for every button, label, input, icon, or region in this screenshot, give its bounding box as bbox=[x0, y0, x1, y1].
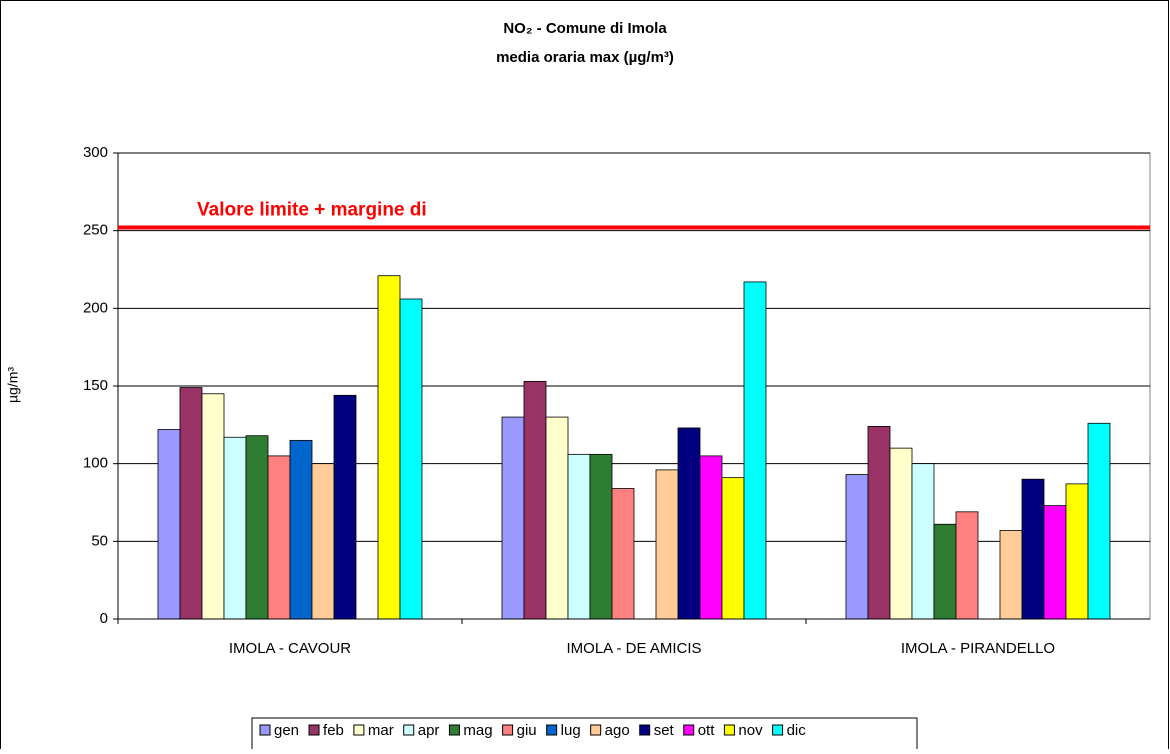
legend-swatch bbox=[448, 724, 460, 736]
legend-swatch bbox=[639, 724, 651, 736]
bar bbox=[311, 463, 335, 620]
bar bbox=[267, 455, 291, 620]
legend-swatch bbox=[683, 724, 695, 736]
bar bbox=[933, 523, 957, 620]
legend-label: lug bbox=[561, 722, 581, 739]
bar bbox=[889, 447, 913, 620]
legend-swatch bbox=[403, 724, 415, 736]
legend-swatch bbox=[723, 724, 735, 736]
legend-swatch bbox=[546, 724, 558, 736]
legend-swatch bbox=[772, 724, 784, 736]
legend-label: gen bbox=[274, 722, 299, 739]
y-tick-label: 250 bbox=[83, 222, 108, 239]
bar bbox=[611, 488, 635, 620]
chart-title: NO₂ - Comune di Imola bbox=[503, 20, 667, 37]
legend-label: feb bbox=[323, 722, 344, 739]
limit-label: Valore limite + margine di bbox=[197, 200, 427, 221]
bar bbox=[743, 281, 767, 620]
y-tick-label: 50 bbox=[91, 532, 108, 549]
bar bbox=[655, 469, 679, 620]
legend-swatch bbox=[308, 724, 320, 736]
y-axis-label: µg/m³ bbox=[5, 367, 21, 403]
y-tick-label: 150 bbox=[83, 377, 108, 394]
x-tick-label: IMOLA - PIRANDELLO bbox=[901, 640, 1055, 657]
bar bbox=[677, 427, 701, 620]
bar bbox=[179, 387, 203, 620]
legend-swatch bbox=[353, 724, 365, 736]
legend-label: mag bbox=[463, 722, 492, 739]
bar bbox=[157, 429, 181, 620]
chart-subtitle: media oraria max (µg/m³) bbox=[496, 49, 674, 66]
legend-label: dic bbox=[787, 722, 807, 739]
y-tick-label: 200 bbox=[83, 299, 108, 316]
y-tick-label: 100 bbox=[83, 455, 108, 472]
bar bbox=[867, 425, 891, 620]
legend-swatch bbox=[502, 724, 514, 736]
bar bbox=[955, 511, 979, 620]
bar bbox=[201, 393, 225, 620]
bar bbox=[1065, 483, 1089, 620]
legend-box bbox=[251, 717, 918, 754]
bar bbox=[1043, 505, 1067, 620]
bar bbox=[699, 455, 723, 620]
bar bbox=[399, 298, 423, 620]
bar bbox=[721, 477, 745, 620]
bar bbox=[223, 436, 247, 620]
legend-label: ago bbox=[605, 722, 630, 739]
legend-label: ott bbox=[698, 722, 716, 739]
legend-swatch bbox=[259, 724, 271, 736]
bar bbox=[501, 416, 525, 620]
bar bbox=[589, 453, 613, 620]
x-tick-label: IMOLA - CAVOUR bbox=[229, 640, 351, 657]
legend-label: nov bbox=[738, 722, 763, 739]
bar bbox=[245, 435, 269, 620]
bar bbox=[1021, 478, 1045, 620]
bar bbox=[289, 439, 313, 620]
legend-swatch bbox=[590, 724, 602, 736]
bar bbox=[545, 416, 569, 620]
y-tick-label: 300 bbox=[83, 144, 108, 161]
bar bbox=[999, 530, 1023, 620]
y-tick-label: 0 bbox=[100, 610, 108, 627]
legend-label: set bbox=[654, 722, 675, 739]
legend-label: giu bbox=[517, 722, 537, 739]
bar bbox=[567, 453, 591, 620]
bar bbox=[911, 463, 935, 620]
legend-label: apr bbox=[418, 722, 440, 739]
bar bbox=[523, 380, 547, 620]
bar bbox=[845, 474, 869, 620]
bar bbox=[333, 394, 357, 620]
bar bbox=[377, 275, 401, 620]
legend-label: mar bbox=[368, 722, 394, 739]
x-tick-label: IMOLA - DE AMICIS bbox=[566, 640, 701, 657]
bar bbox=[1087, 422, 1111, 620]
